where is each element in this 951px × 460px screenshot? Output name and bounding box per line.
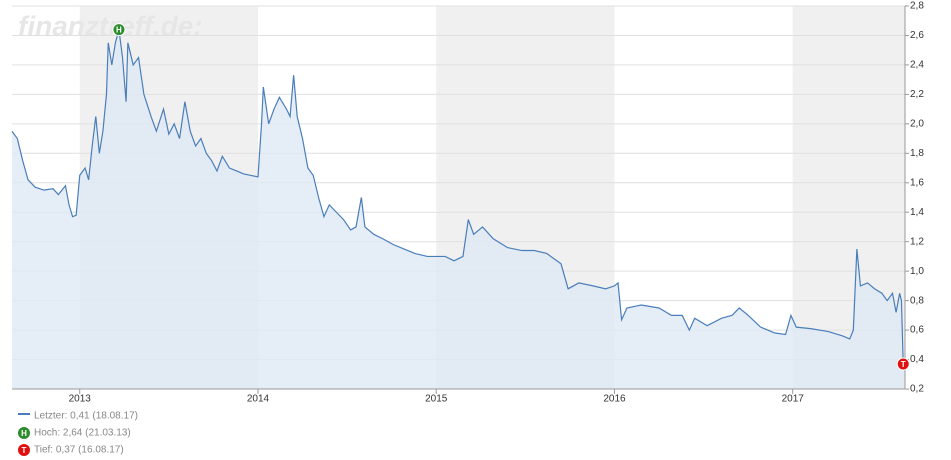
watermark: finanztreff.de:	[18, 10, 203, 41]
legend-icon	[18, 444, 30, 456]
area	[12, 29, 905, 389]
y-tick-label: 0,6	[910, 325, 924, 336]
y-tick-label: 1,8	[910, 148, 924, 159]
x-tick-label: 2016	[603, 394, 626, 405]
extreme-marker-label: T	[901, 360, 906, 369]
y-tick-label: 1,4	[910, 207, 924, 218]
y-tick-label: 2,4	[910, 60, 924, 71]
y-tick-label: 2,2	[910, 89, 924, 100]
x-tick-label: 2013	[69, 394, 92, 405]
x-tick-label: 2015	[425, 394, 448, 405]
y-tick-label: 0,4	[910, 354, 924, 365]
legend-icon	[18, 427, 30, 439]
x-tick-label: 2014	[247, 394, 270, 405]
legend-label: Letzter: 0,41 (18.08.17)	[34, 411, 138, 422]
y-tick-label: 1,2	[910, 236, 924, 247]
legend-label: Tief: 0,37 (16.08.17)	[34, 445, 124, 456]
y-tick-label: 0,2	[910, 384, 924, 395]
y-tick-label: 2,8	[910, 1, 924, 12]
x-tick-label: 2017	[782, 394, 805, 405]
y-tick-label: 2,6	[910, 30, 924, 41]
extreme-marker	[112, 23, 126, 37]
legend-icon-label: T	[22, 446, 27, 455]
y-tick-label: 2,0	[910, 118, 924, 129]
line	[11, 29, 906, 365]
y-tick-label: 1,6	[910, 177, 924, 188]
y-tick-label: 1,0	[910, 266, 924, 277]
legend-icon-label: H	[21, 429, 27, 438]
extreme-marker	[896, 357, 910, 371]
y-tick-label: 0,8	[910, 295, 924, 306]
extreme-marker-label: H	[116, 26, 122, 35]
legend-label: Hoch: 2,64 (21.03.13)	[34, 428, 131, 439]
